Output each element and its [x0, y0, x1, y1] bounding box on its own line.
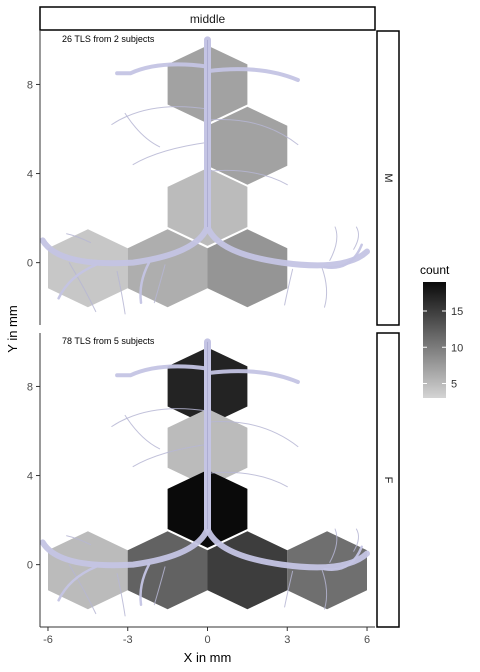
x-tick-label: 3: [284, 634, 290, 646]
legend-tick-label: 10: [451, 342, 463, 354]
airway-branch: [111, 106, 208, 125]
airway-branch: [116, 573, 126, 617]
airway-bronchus: [139, 261, 151, 304]
airway-branch: [116, 271, 126, 315]
legend-ticks: 5 10 15: [423, 306, 463, 391]
airway-bronchus: [323, 545, 363, 571]
facet-strip-top: [39, 6, 376, 31]
legend: count 5 10 15: [420, 263, 463, 398]
facet-strip-right-top-label: M: [382, 173, 394, 182]
legend-tick-label: 15: [451, 306, 463, 318]
airway-branch: [329, 226, 338, 261]
facet-strip-top-label: middle: [190, 12, 226, 26]
airway-branch: [207, 421, 299, 448]
airway-branch: [284, 268, 294, 306]
airway-bronchus: [57, 565, 98, 602]
facet-strip-right-bottom-label: F: [382, 477, 394, 484]
airway-branch: [353, 528, 360, 552]
x-tick-label: -3: [123, 634, 133, 646]
hex-cell: [207, 106, 288, 185]
airway-branch: [132, 443, 208, 468]
airway-bronchus: [205, 67, 300, 82]
airway-bronchus: [205, 369, 300, 384]
airway-bronchus: [323, 243, 363, 269]
x-tick-label: 6: [364, 634, 370, 646]
airway-branch: [329, 528, 338, 563]
airway-branch: [207, 119, 299, 146]
y-tick-label: 8: [27, 79, 33, 91]
airway-branch: [66, 535, 91, 546]
airway-branch: [207, 169, 288, 186]
airway-bronchus: [139, 563, 151, 606]
airway-illustration-bottom: [39, 338, 370, 617]
airway-bronchus: [39, 224, 211, 267]
x-axis-title: X in mm: [184, 650, 232, 665]
panel-bottom-annotation: 78 TLS from 5 subjects: [62, 336, 155, 346]
airway-bronchus: [115, 62, 210, 76]
y-axis-bottom: 0 4 8: [27, 333, 41, 627]
airway-branch: [66, 233, 91, 244]
airway-branch: [124, 414, 161, 450]
legend-title: count: [420, 263, 450, 277]
x-tick-label: 0: [204, 634, 210, 646]
airway-branch: [132, 141, 208, 166]
airway-illustration-top: [39, 36, 370, 315]
y-axis-top: 0 4 8: [27, 31, 41, 325]
legend-tick-label: 5: [451, 379, 457, 391]
x-tick-label: -6: [43, 634, 53, 646]
airway-bronchus: [57, 263, 98, 300]
y-axis-title: Y in mm: [5, 305, 20, 352]
airway-bronchus: [39, 526, 211, 569]
hexbin-cells-bottom: [48, 347, 367, 610]
airway-branch: [124, 112, 161, 148]
airway-branch: [353, 226, 360, 250]
airway-branch: [321, 568, 328, 610]
y-tick-label: 4: [27, 169, 33, 181]
airway-branch: [68, 564, 97, 615]
airway-bronchus: [115, 364, 210, 378]
airway-branch: [153, 566, 166, 606]
panel-top-annotation: 26 TLS from 2 subjects: [62, 34, 155, 44]
legend-colorbar: [423, 282, 446, 398]
airway-branch: [153, 264, 166, 304]
facet-strip-right-bottom: [376, 332, 400, 628]
airway-branch: [321, 266, 328, 308]
airway-branch: [68, 262, 97, 313]
y-tick-label: 0: [27, 258, 33, 270]
airway-branch: [111, 408, 208, 427]
y-tick-label: 0: [27, 560, 33, 572]
facet-strip-right-top: [376, 30, 400, 326]
x-axis: -6 -3 0 3 6: [40, 626, 375, 646]
y-tick-label: 4: [27, 471, 33, 483]
airway-branch: [207, 471, 288, 488]
airway-branch: [284, 570, 294, 608]
y-tick-label: 8: [27, 381, 33, 393]
